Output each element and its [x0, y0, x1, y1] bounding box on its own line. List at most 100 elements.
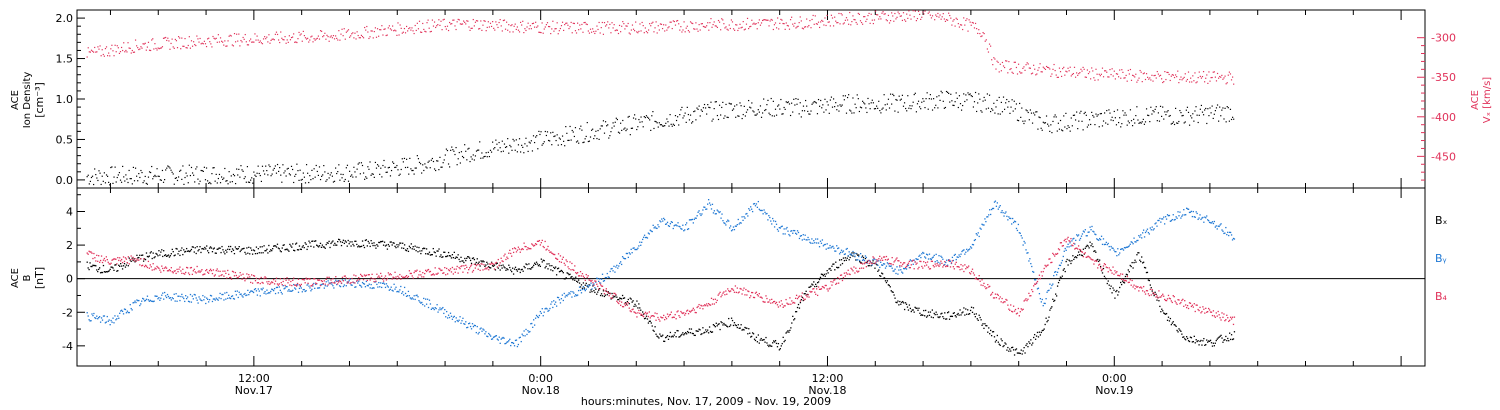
b-By-point: [937, 261, 939, 264]
scatter-point: [745, 111, 748, 113]
b-Bx-point: [409, 247, 411, 249]
scatter-point: [549, 140, 551, 142]
b-By-point: [972, 244, 975, 246]
scatter-point: [1090, 78, 1092, 80]
scatter-point: [684, 31, 686, 33]
b-By-point: [447, 314, 450, 316]
scatter-point: [735, 24, 737, 26]
b-Bx-point: [559, 270, 562, 272]
scatter-point: [992, 64, 994, 66]
b-field-series: [86, 199, 1236, 356]
scatter-point: [557, 144, 559, 146]
scatter-point: [1047, 66, 1049, 68]
b-Bx-point: [967, 309, 969, 311]
b-By-point: [766, 212, 768, 215]
b-Bz-point: [152, 263, 154, 265]
scatter-point: [881, 12, 883, 14]
scatter-point: [326, 34, 328, 36]
scatter-point: [1229, 73, 1232, 75]
b-Bx-point: [315, 240, 317, 242]
b-By-point: [642, 238, 644, 241]
b-Bx-point: [184, 251, 186, 253]
scatter-point: [382, 164, 384, 167]
scatter-point: [108, 181, 110, 183]
b-By-point: [790, 230, 792, 232]
b-By-point: [148, 300, 151, 302]
b-Bx-point: [191, 246, 194, 248]
b-Bx-point: [506, 268, 508, 270]
scatter-point: [1154, 74, 1156, 77]
scatter-point: [584, 21, 586, 24]
scatter-point: [872, 22, 874, 25]
b-Bx-point: [1087, 245, 1089, 247]
b-By-point: [734, 225, 737, 227]
b-Bx-point: [945, 318, 947, 320]
scatter-point: [801, 27, 803, 29]
b-Bx-point: [259, 246, 261, 248]
b-Bx-point: [618, 298, 620, 301]
b-By-point: [1096, 238, 1098, 240]
b-By-point: [724, 222, 726, 225]
b-Bx-point: [1227, 337, 1229, 340]
b-Bz-point: [232, 271, 235, 273]
b-Bx-point: [528, 263, 530, 265]
scatter-point: [1167, 71, 1169, 74]
b-By-point: [1011, 223, 1013, 225]
b-By-point: [1204, 216, 1206, 218]
scatter-point: [1019, 102, 1021, 105]
b-By-point: [140, 303, 142, 305]
scatter-point: [983, 96, 985, 99]
b-Bz-point: [132, 256, 134, 259]
scatter-point: [862, 100, 864, 102]
b-By-point: [1186, 208, 1189, 210]
b-By-point: [984, 218, 986, 220]
scatter-point: [120, 46, 123, 49]
scatter-point: [887, 14, 890, 17]
b-Bx-point: [168, 256, 171, 258]
scatter-point: [779, 22, 781, 24]
b-By-point: [582, 286, 585, 288]
scatter-point: [493, 148, 495, 150]
scatter-point: [1073, 114, 1076, 116]
b-Bx-point: [1195, 339, 1197, 341]
b-Bz-point: [245, 278, 247, 280]
b-Bx-point: [156, 253, 158, 255]
b-By-point: [895, 272, 897, 275]
b-Bx-point: [582, 282, 585, 284]
scatter-point: [1155, 106, 1157, 108]
scatter-point: [233, 175, 236, 177]
scatter-point: [227, 40, 229, 42]
scatter-point: [1209, 80, 1211, 82]
b-By-point: [689, 219, 692, 221]
scatter-point: [642, 25, 644, 27]
b-Bz-point: [209, 268, 212, 270]
b-Bx-point: [647, 322, 650, 324]
scatter-point: [378, 35, 380, 37]
scatter-point: [934, 107, 936, 109]
scatter-point: [110, 166, 112, 169]
scatter-point: [499, 18, 501, 21]
scatter-point: [817, 21, 820, 23]
scatter-point: [1045, 65, 1048, 68]
b-Bx-point: [770, 345, 772, 347]
b-Bx-point: [653, 330, 655, 332]
scatter-point: [913, 93, 915, 96]
b-Bx-point: [881, 272, 883, 274]
scatter-point: [766, 104, 768, 106]
b-Bz-point: [293, 277, 295, 279]
scatter-point: [112, 50, 114, 52]
b-By-point: [546, 308, 548, 310]
b-By-point: [1071, 240, 1073, 242]
b-Bx-point: [746, 327, 748, 329]
b-Bx-point: [739, 327, 741, 329]
b-By-point: [905, 268, 908, 270]
scatter-point: [1109, 68, 1111, 71]
b-Bx-point: [505, 269, 507, 271]
scatter-point: [238, 168, 240, 170]
b-Bx-point: [1036, 331, 1039, 334]
scatter-point: [1119, 69, 1121, 71]
b-Bz-point: [298, 284, 301, 286]
scatter-point: [620, 122, 622, 124]
scatter-point: [525, 137, 527, 139]
scatter-point: [237, 174, 239, 176]
